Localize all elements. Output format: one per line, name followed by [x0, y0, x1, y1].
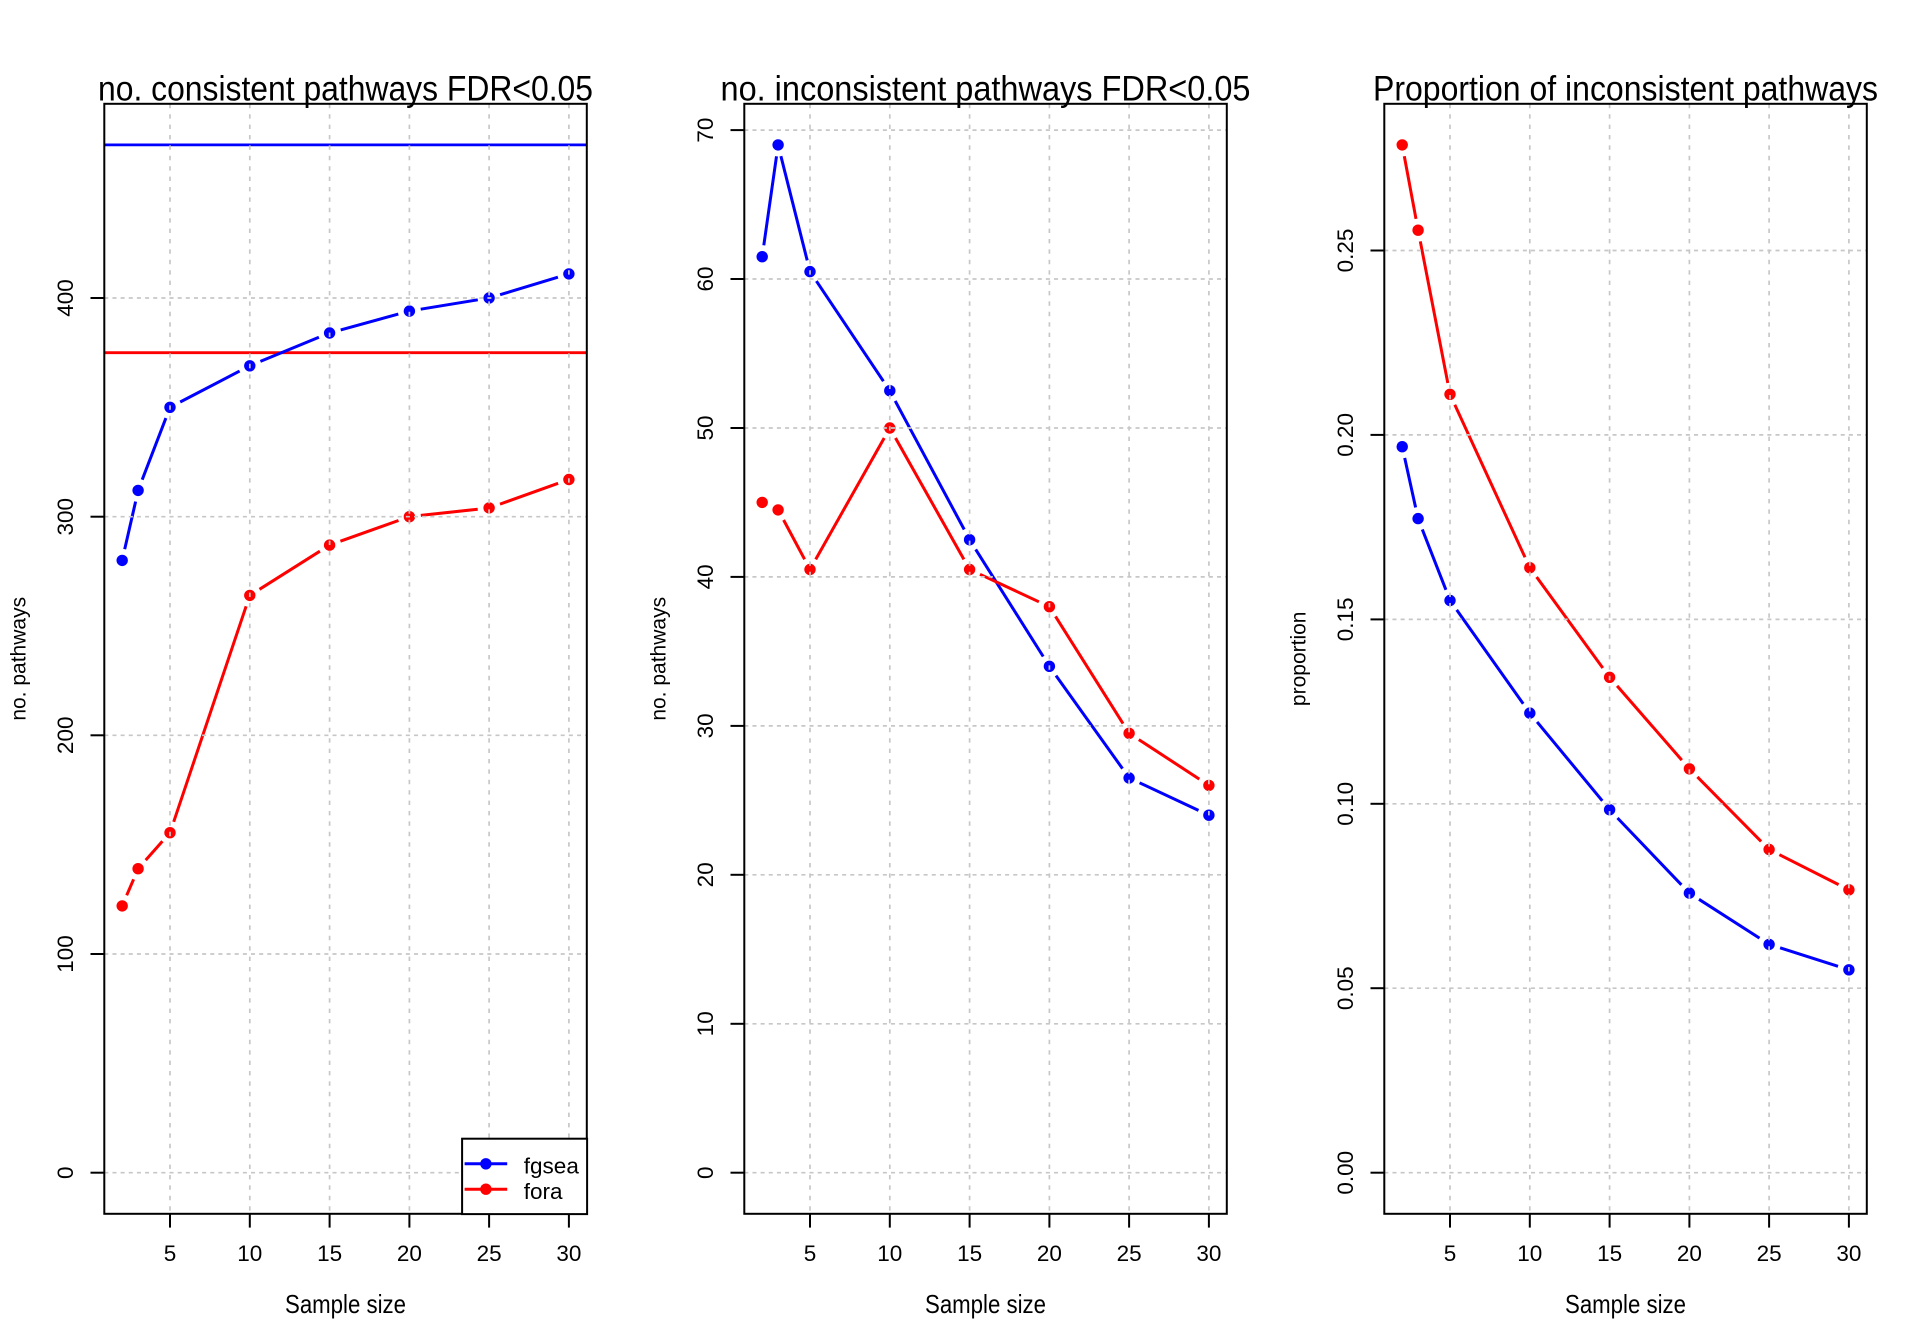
svg-text:0.05: 0.05	[1333, 966, 1358, 1010]
svg-text:10: 10	[1517, 1241, 1542, 1266]
svg-text:10: 10	[877, 1241, 902, 1266]
svg-text:400: 400	[53, 279, 78, 317]
svg-text:15: 15	[957, 1241, 982, 1266]
svg-text:30: 30	[693, 713, 718, 738]
svg-text:10: 10	[693, 1011, 718, 1036]
svg-text:5: 5	[804, 1241, 817, 1266]
svg-text:5: 5	[1444, 1241, 1457, 1266]
svg-text:20: 20	[693, 862, 718, 887]
svg-text:no. pathways: no. pathways	[647, 597, 670, 721]
svg-text:40: 40	[693, 564, 718, 589]
svg-text:no. pathways: no. pathways	[7, 597, 30, 721]
svg-text:0.10: 0.10	[1333, 782, 1358, 826]
svg-text:0.00: 0.00	[1333, 1151, 1358, 1195]
svg-text:25: 25	[1117, 1241, 1142, 1266]
svg-text:60: 60	[693, 266, 718, 291]
svg-text:200: 200	[53, 717, 78, 755]
svg-text:20: 20	[1677, 1241, 1702, 1266]
svg-text:30: 30	[556, 1241, 581, 1266]
svg-text:Sample size: Sample size	[285, 1289, 406, 1319]
svg-text:20: 20	[397, 1241, 422, 1266]
svg-text:Sample size: Sample size	[925, 1289, 1046, 1319]
svg-text:70: 70	[693, 118, 718, 143]
svg-text:50: 50	[693, 415, 718, 440]
svg-text:no. inconsistent pathways FDR<: no. inconsistent pathways FDR<0.05	[721, 69, 1251, 108]
svg-text:20: 20	[1037, 1241, 1062, 1266]
svg-text:10: 10	[237, 1241, 262, 1266]
svg-text:fora: fora	[524, 1179, 563, 1204]
svg-text:Sample size: Sample size	[1565, 1289, 1686, 1319]
svg-text:25: 25	[477, 1241, 502, 1266]
svg-text:15: 15	[1597, 1241, 1622, 1266]
svg-text:0: 0	[53, 1166, 78, 1179]
svg-text:0: 0	[693, 1166, 718, 1179]
svg-text:0.15: 0.15	[1333, 598, 1358, 642]
svg-text:0.25: 0.25	[1333, 229, 1358, 273]
svg-text:300: 300	[53, 498, 78, 536]
svg-text:30: 30	[1196, 1241, 1221, 1266]
svg-text:30: 30	[1836, 1241, 1861, 1266]
svg-text:proportion: proportion	[1287, 612, 1310, 707]
svg-text:no. consistent pathways FDR<0.: no. consistent pathways FDR<0.05	[98, 69, 593, 108]
svg-text:Proportion of inconsistent pat: Proportion of inconsistent pathways	[1373, 69, 1878, 108]
svg-text:25: 25	[1757, 1241, 1782, 1266]
svg-text:5: 5	[164, 1241, 177, 1266]
svg-text:0.20: 0.20	[1333, 413, 1358, 457]
svg-text:fgsea: fgsea	[524, 1153, 580, 1178]
svg-text:15: 15	[317, 1241, 342, 1266]
svg-text:100: 100	[53, 935, 78, 973]
